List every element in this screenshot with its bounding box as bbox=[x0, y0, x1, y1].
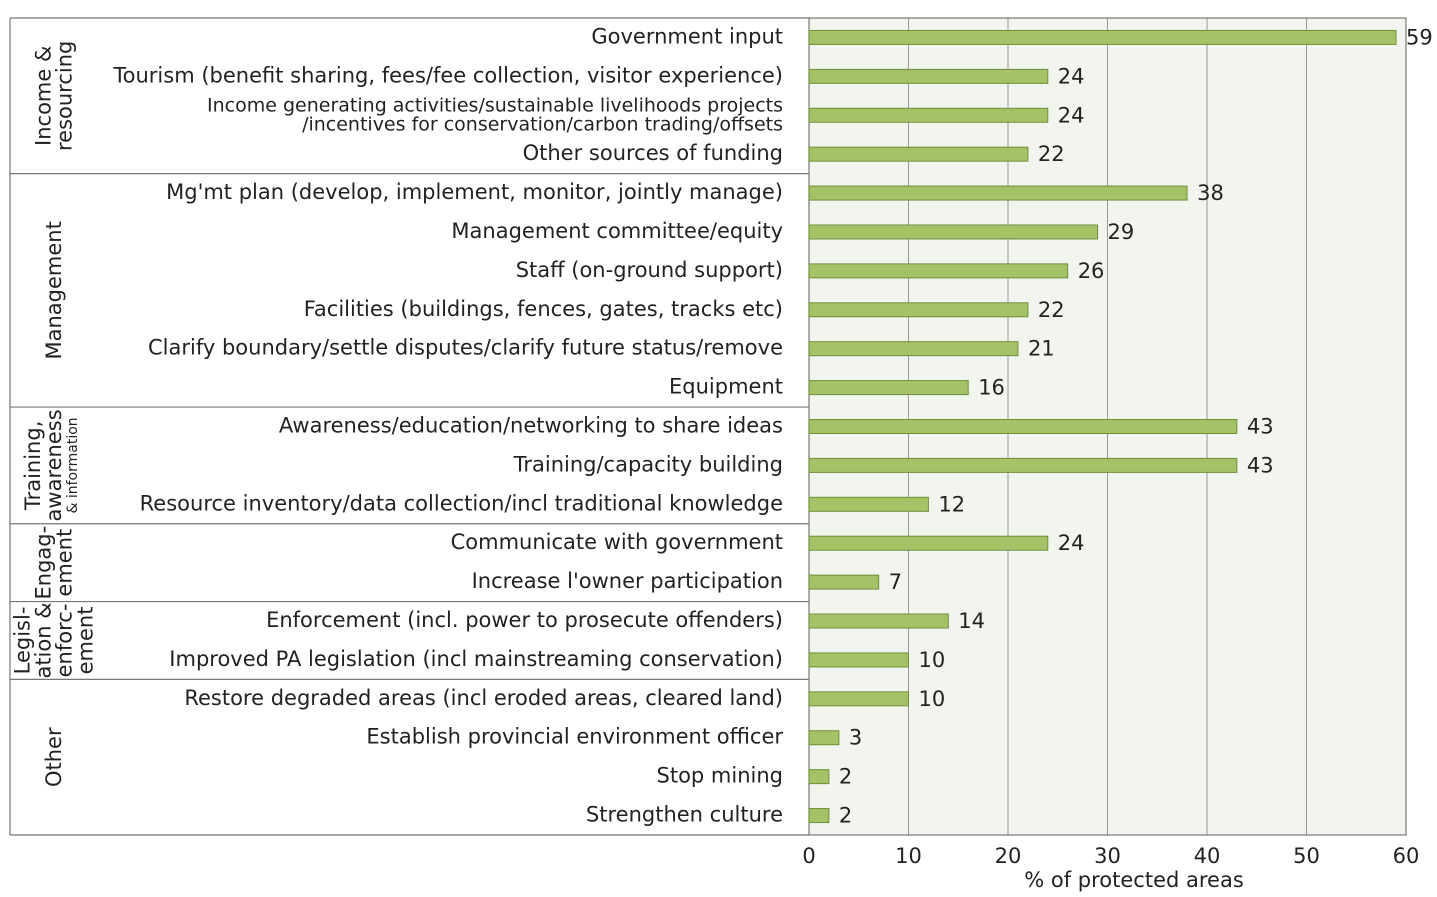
category-label: Equipment bbox=[669, 375, 783, 399]
bar bbox=[808, 146, 1029, 162]
bar bbox=[808, 380, 969, 396]
value-label: 16 bbox=[978, 376, 1005, 400]
category-label: Communicate with government bbox=[451, 530, 783, 554]
category-label: Staff (on-ground support) bbox=[516, 258, 783, 282]
bar bbox=[808, 419, 1238, 434]
bar bbox=[808, 185, 1188, 201]
x-tick-label: 0 bbox=[802, 844, 815, 868]
group-label: Management bbox=[42, 221, 66, 359]
bar bbox=[808, 302, 1029, 318]
group-label: Other bbox=[42, 727, 66, 787]
value-label: 24 bbox=[1058, 103, 1085, 127]
group-label: ation & bbox=[32, 602, 56, 678]
category-label: Increase l'owner participation bbox=[472, 569, 783, 593]
value-label: 26 bbox=[1078, 259, 1105, 283]
value-label: 2 bbox=[839, 804, 852, 828]
value-label: 43 bbox=[1247, 453, 1274, 477]
value-label: 59 bbox=[1406, 25, 1433, 49]
group-label: Income & bbox=[32, 46, 56, 146]
x-tick-label: 60 bbox=[1393, 844, 1420, 868]
group-label: Legisl- bbox=[11, 607, 35, 675]
bar bbox=[808, 496, 929, 512]
category-label: Awareness/education/networking to share … bbox=[279, 414, 783, 438]
category-label: Facilities (buildings, fences, gates, tr… bbox=[304, 297, 783, 321]
category-label: Other sources of funding bbox=[523, 141, 783, 165]
category-label: /incentives for conservation/carbon trad… bbox=[302, 113, 783, 135]
bar bbox=[808, 68, 1049, 84]
x-axis-title: % of protected areas bbox=[1024, 868, 1244, 892]
value-label: 7 bbox=[889, 570, 902, 594]
value-label: 38 bbox=[1197, 181, 1224, 205]
value-label: 21 bbox=[1028, 337, 1055, 361]
x-tick-label: 20 bbox=[995, 844, 1022, 868]
category-label: Resource inventory/data collection/incl … bbox=[140, 491, 783, 515]
bar bbox=[808, 808, 830, 824]
value-label: 22 bbox=[1038, 142, 1065, 166]
x-tick-label: 40 bbox=[1194, 844, 1221, 868]
category-label: Management committee/equity bbox=[451, 219, 783, 243]
category-label: Restore degraded areas (incl eroded area… bbox=[184, 686, 783, 710]
bar bbox=[808, 730, 840, 746]
value-label: 12 bbox=[938, 492, 965, 516]
value-label: 2 bbox=[839, 765, 852, 789]
bar bbox=[808, 341, 1019, 357]
group-label: & information bbox=[65, 417, 81, 513]
bar bbox=[808, 457, 1238, 473]
value-label: 29 bbox=[1108, 220, 1135, 244]
value-label: 10 bbox=[919, 648, 946, 672]
category-label: Stop mining bbox=[657, 764, 784, 788]
category-label: Improved PA legislation (incl mainstream… bbox=[169, 647, 783, 671]
category-label: Tourism (benefit sharing, fees/fee colle… bbox=[112, 63, 783, 87]
value-label: 24 bbox=[1058, 531, 1085, 555]
value-label: 43 bbox=[1247, 415, 1274, 439]
value-label: 22 bbox=[1038, 298, 1065, 322]
bar bbox=[808, 613, 949, 629]
bar bbox=[808, 691, 909, 707]
x-tick-label: 30 bbox=[1094, 844, 1121, 868]
bar bbox=[808, 535, 1049, 551]
group-label: enforc- bbox=[53, 604, 77, 678]
value-label: 10 bbox=[919, 687, 946, 711]
value-label: 24 bbox=[1058, 64, 1085, 88]
value-label: 14 bbox=[958, 609, 985, 633]
group-label: resourcing bbox=[53, 41, 77, 151]
bar bbox=[808, 107, 1049, 123]
bar bbox=[808, 263, 1069, 279]
category-label: Enforcement (incl. power to prosecute of… bbox=[266, 608, 783, 632]
group-label: Engag- bbox=[32, 526, 56, 600]
bar bbox=[808, 224, 1099, 240]
category-label: Establish provincial environment officer bbox=[366, 725, 783, 749]
group-label: Training, bbox=[21, 421, 45, 512]
bar bbox=[808, 652, 909, 668]
group-label: awareness bbox=[42, 409, 66, 521]
bar bbox=[808, 769, 830, 785]
group-label: ement bbox=[74, 607, 98, 675]
bar bbox=[808, 29, 1397, 45]
category-label: Mg'mt plan (develop, implement, monitor,… bbox=[166, 180, 783, 204]
group-label: ement bbox=[53, 529, 77, 597]
bar bbox=[808, 574, 880, 590]
category-label: Clarify boundary/settle disputes/clarify… bbox=[148, 336, 783, 360]
value-label: 3 bbox=[849, 726, 862, 750]
category-label: Strengthen culture bbox=[586, 803, 783, 827]
x-tick-label: 50 bbox=[1293, 844, 1320, 868]
x-tick-label: 10 bbox=[895, 844, 922, 868]
category-label: Government input bbox=[591, 24, 783, 48]
category-label: Income generating activities/sustainable… bbox=[207, 94, 783, 116]
category-label: Training/capacity building bbox=[513, 452, 783, 476]
